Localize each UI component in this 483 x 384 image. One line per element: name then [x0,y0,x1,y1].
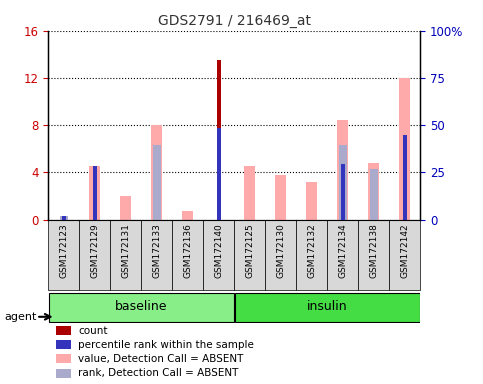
Text: GSM172136: GSM172136 [183,223,192,278]
Bar [341,164,344,220]
Bar [56,340,71,349]
Bar [217,127,221,220]
Bar [265,220,296,290]
Text: insulin: insulin [307,300,348,313]
Bar [358,220,389,290]
Bar [89,167,100,220]
Text: GSM172140: GSM172140 [214,223,223,278]
Bar [203,220,234,290]
Text: baseline: baseline [115,300,168,313]
Bar [60,216,68,220]
Text: GSM172130: GSM172130 [276,223,285,278]
Text: agent: agent [5,312,37,322]
Bar [141,220,172,290]
Text: GSM172133: GSM172133 [152,223,161,278]
Bar [327,220,358,290]
Title: GDS2791 / 216469_at: GDS2791 / 216469_at [158,14,311,28]
Bar [79,220,110,290]
Bar [399,78,410,220]
Bar [339,145,347,220]
Bar [217,60,221,220]
Text: GSM172131: GSM172131 [121,223,130,278]
Text: GSM172123: GSM172123 [59,223,68,278]
Text: percentile rank within the sample: percentile rank within the sample [78,340,254,350]
Bar [62,216,66,220]
Bar [306,182,317,220]
Bar [183,211,193,220]
Bar [153,145,161,220]
Bar [275,175,286,220]
Text: GSM172138: GSM172138 [369,223,378,278]
Bar [403,135,407,220]
Bar [110,220,142,290]
Bar [151,125,162,220]
Bar [56,369,71,377]
Bar [172,220,203,290]
Text: GSM172129: GSM172129 [90,223,99,278]
Bar [56,326,71,335]
Text: GSM172132: GSM172132 [307,223,316,278]
Bar [337,121,348,220]
Text: GSM172142: GSM172142 [400,223,409,278]
Bar [120,196,131,220]
Text: rank, Detection Call = ABSENT: rank, Detection Call = ABSENT [78,368,239,378]
Text: value, Detection Call = ABSENT: value, Detection Call = ABSENT [78,354,243,364]
Bar [369,163,379,220]
Bar [56,354,71,363]
Bar [48,220,79,290]
Text: GSM172134: GSM172134 [338,223,347,278]
Bar [93,167,97,220]
Bar [296,220,327,290]
FancyBboxPatch shape [235,293,420,322]
Text: GSM172125: GSM172125 [245,223,254,278]
Bar [389,220,420,290]
Bar [370,169,378,220]
Bar [234,220,265,290]
FancyBboxPatch shape [49,293,234,322]
Bar [244,167,255,220]
Text: count: count [78,326,108,336]
